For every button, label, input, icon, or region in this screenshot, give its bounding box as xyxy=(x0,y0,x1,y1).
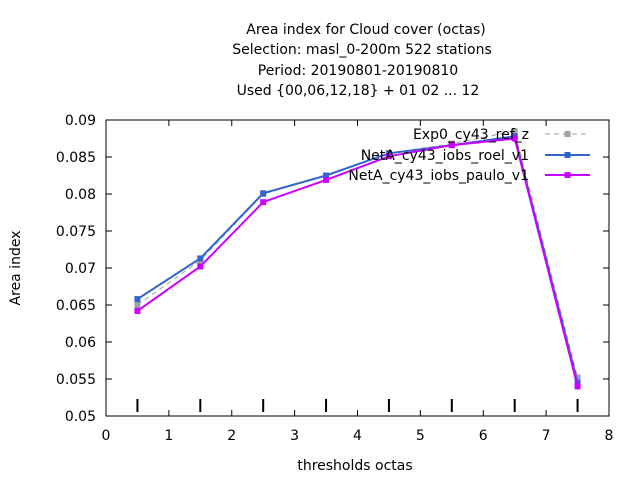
data-point xyxy=(197,255,204,262)
legend: Exp0_cy43_ref_z NetA_cy43_iobs_roel_v1 Net… xyxy=(348,127,590,184)
legend-marker xyxy=(564,131,571,137)
x-tick-label: 2 xyxy=(227,428,236,444)
y-tick-label: 0.065 xyxy=(56,298,96,314)
data-point xyxy=(385,153,392,160)
data-point xyxy=(511,135,518,142)
x-tick-label: 1 xyxy=(164,428,173,444)
series-3 xyxy=(134,135,581,390)
y-axis-label: Area index xyxy=(8,231,24,306)
y-tick-label: 0.06 xyxy=(65,335,96,351)
y-tick-label: 0.08 xyxy=(65,187,96,203)
threshold-markers xyxy=(136,399,579,412)
data-point xyxy=(448,142,455,149)
data-point xyxy=(574,374,581,381)
x-tick-label: 8 xyxy=(605,428,614,444)
y-tick-label: 0.05 xyxy=(65,409,96,425)
title-line-1: Area index for Cloud cover (octas) xyxy=(246,22,485,38)
data-point xyxy=(134,302,141,308)
title-line-4: Used {00,06,12,18} + 01 02 ... 12 xyxy=(237,83,480,99)
data-point xyxy=(323,172,330,179)
y-tick-label: 0.09 xyxy=(65,113,96,129)
y-tick-label: 0.07 xyxy=(65,261,96,277)
x-axis-ticks: 0 1 2 3 4 5 6 7 8 xyxy=(102,120,614,444)
chart-title: Area index for Cloud cover (octas) Selec… xyxy=(232,22,492,99)
data-point xyxy=(323,176,330,183)
legend-marker xyxy=(564,152,571,158)
x-axis-label: thresholds octas xyxy=(297,458,412,474)
y-axis-ticks: 0.05 0.055 0.06 0.065 0.07 0.075 0.08 0.085 0.09 xyxy=(56,113,609,425)
x-tick-label: 4 xyxy=(353,428,362,444)
x-tick-label: 0 xyxy=(102,428,111,444)
data-point xyxy=(260,190,267,197)
legend-marker xyxy=(564,172,571,178)
title-line-3: Period: 20190801-20190810 xyxy=(258,63,458,79)
legend-label: Exp0_cy43_ref_z xyxy=(413,127,529,143)
data-point xyxy=(574,383,581,390)
legend-label: NetA_cy43_iobs_paulo_v1 xyxy=(348,168,529,184)
legend-label: NetA_cy43_iobs_roel_v1 xyxy=(361,148,529,164)
series-layer xyxy=(134,128,581,390)
series-line xyxy=(136,135,579,383)
x-tick-label: 6 xyxy=(479,428,488,444)
data-point xyxy=(134,307,141,314)
x-tick-label: 3 xyxy=(290,428,299,444)
data-point xyxy=(197,263,204,270)
series-1 xyxy=(134,128,581,381)
data-point xyxy=(260,199,267,206)
series-line xyxy=(137,130,579,378)
title-line-2: Selection: masl_0-200m 522 stations xyxy=(232,42,492,58)
y-tick-label: 0.085 xyxy=(56,150,96,166)
data-point xyxy=(511,128,518,135)
data-point xyxy=(134,296,141,303)
y-tick-label: 0.075 xyxy=(56,224,96,240)
x-tick-label: 5 xyxy=(416,428,425,444)
y-tick-label: 0.055 xyxy=(56,372,96,388)
x-tick-label: 7 xyxy=(542,428,551,444)
series-line xyxy=(136,137,579,387)
